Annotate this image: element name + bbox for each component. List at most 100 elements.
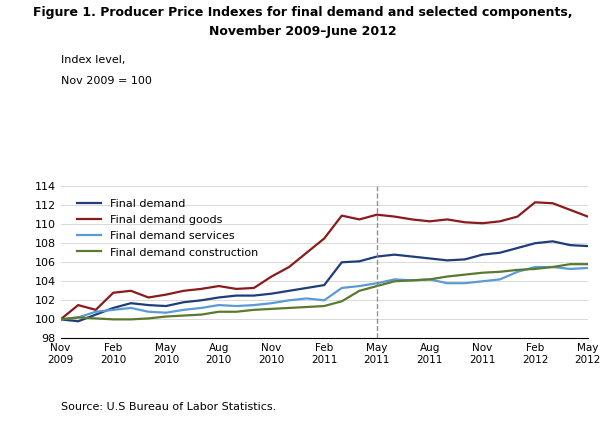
Final demand — [496, 250, 504, 255]
Final demand services — [233, 303, 240, 308]
Final demand goods — [356, 217, 363, 222]
Final demand — [285, 288, 293, 293]
Final demand construction — [303, 305, 310, 310]
Final demand — [250, 293, 258, 298]
Final demand — [198, 298, 205, 303]
Final demand — [514, 245, 521, 250]
Final demand services — [127, 305, 135, 310]
Final demand construction — [198, 312, 205, 317]
Final demand services — [285, 298, 293, 303]
Final demand goods — [549, 201, 556, 206]
Final demand construction — [461, 272, 468, 277]
Text: Index level,: Index level, — [61, 55, 125, 65]
Final demand — [408, 254, 416, 259]
Final demand construction — [75, 315, 82, 320]
Final demand — [233, 293, 240, 298]
Final demand — [127, 301, 135, 306]
Final demand construction — [321, 303, 328, 308]
Final demand goods — [268, 274, 275, 279]
Final demand goods — [496, 219, 504, 224]
Final demand — [268, 291, 275, 296]
Final demand services — [250, 302, 258, 308]
Final demand construction — [426, 277, 433, 282]
Final demand construction — [250, 307, 258, 312]
Line: Final demand: Final demand — [61, 241, 588, 321]
Final demand — [110, 305, 117, 310]
Final demand construction — [567, 261, 574, 267]
Final demand — [303, 286, 310, 291]
Final demand construction — [268, 306, 275, 311]
Final demand construction — [180, 313, 187, 318]
Text: Figure 1. Producer Price Indexes for final demand and selected components,: Figure 1. Producer Price Indexes for fin… — [33, 6, 573, 19]
Final demand services — [479, 279, 486, 284]
Final demand construction — [57, 317, 64, 322]
Final demand — [461, 257, 468, 262]
Final demand construction — [531, 266, 539, 272]
Final demand goods — [444, 217, 451, 222]
Final demand services — [162, 310, 170, 315]
Final demand — [479, 252, 486, 257]
Final demand services — [444, 281, 451, 286]
Final demand services — [373, 281, 381, 286]
Final demand goods — [338, 213, 345, 218]
Final demand — [321, 283, 328, 288]
Final demand goods — [145, 295, 152, 300]
Final demand services — [75, 315, 82, 320]
Final demand construction — [444, 274, 451, 279]
Final demand services — [92, 309, 99, 314]
Final demand services — [198, 305, 205, 310]
Final demand services — [408, 278, 416, 283]
Final demand construction — [285, 305, 293, 310]
Final demand services — [531, 264, 539, 269]
Final demand goods — [531, 200, 539, 205]
Text: Nov 2009 = 100: Nov 2009 = 100 — [61, 76, 152, 86]
Final demand services — [215, 302, 222, 308]
Final demand goods — [426, 219, 433, 224]
Line: Final demand services: Final demand services — [61, 267, 588, 319]
Final demand — [180, 299, 187, 305]
Final demand construction — [479, 270, 486, 275]
Final demand goods — [408, 217, 416, 222]
Final demand services — [461, 281, 468, 286]
Text: Source: U.S Bureau of Labor Statistics.: Source: U.S Bureau of Labor Statistics. — [61, 402, 276, 412]
Final demand — [444, 258, 451, 263]
Final demand services — [180, 307, 187, 312]
Final demand goods — [461, 220, 468, 225]
Final demand construction — [127, 317, 135, 322]
Final demand goods — [110, 290, 117, 295]
Final demand — [391, 252, 398, 257]
Final demand services — [356, 283, 363, 288]
Final demand goods — [180, 288, 187, 293]
Final demand — [567, 242, 574, 247]
Final demand construction — [408, 278, 416, 283]
Final demand goods — [127, 288, 135, 293]
Text: November 2009–June 2012: November 2009–June 2012 — [209, 25, 397, 38]
Final demand goods — [567, 207, 574, 212]
Final demand services — [57, 317, 64, 322]
Final demand construction — [162, 314, 170, 319]
Final demand goods — [321, 236, 328, 241]
Final demand goods — [250, 286, 258, 291]
Final demand services — [321, 298, 328, 303]
Final demand goods — [303, 250, 310, 255]
Final demand goods — [285, 264, 293, 269]
Final demand goods — [391, 214, 398, 219]
Final demand services — [426, 277, 433, 282]
Final demand services — [567, 266, 574, 272]
Final demand goods — [373, 212, 381, 217]
Final demand construction — [584, 261, 591, 267]
Final demand goods — [584, 214, 591, 219]
Final demand goods — [75, 302, 82, 308]
Final demand — [531, 241, 539, 246]
Final demand services — [338, 286, 345, 291]
Final demand services — [549, 264, 556, 269]
Final demand goods — [162, 292, 170, 297]
Final demand goods — [92, 307, 99, 312]
Final demand goods — [57, 317, 64, 322]
Final demand services — [268, 301, 275, 306]
Final demand construction — [549, 264, 556, 269]
Final demand — [75, 319, 82, 324]
Final demand — [356, 259, 363, 264]
Final demand construction — [391, 279, 398, 284]
Legend: Final demand, Final demand goods, Final demand services, Final demand constructi: Final demand, Final demand goods, Final … — [72, 193, 264, 263]
